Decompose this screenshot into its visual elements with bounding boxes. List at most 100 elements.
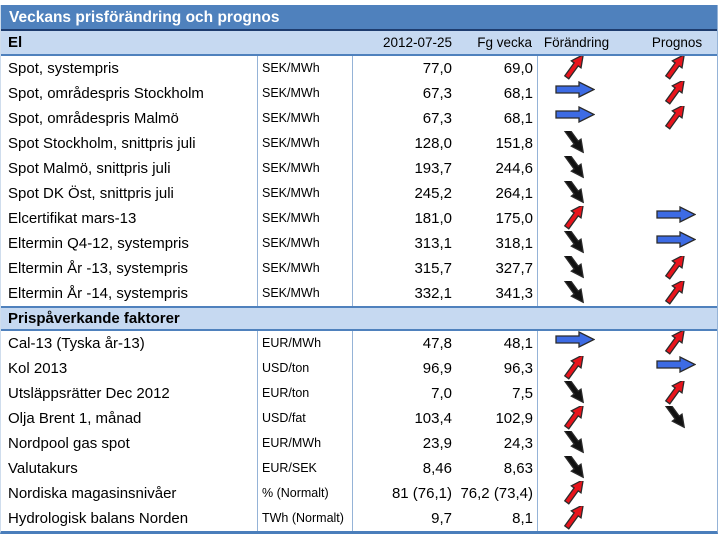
forecast-arrow-cell [629, 331, 717, 356]
row-name: Spot Stockholm, snittpris juli [1, 131, 258, 156]
row-previous-value: 341,3 [455, 281, 538, 306]
row-unit: SEK/MWh [258, 106, 353, 131]
change-arrow-cell [538, 456, 629, 481]
trend-up-arrow-icon [661, 281, 691, 306]
trend-down-arrow-icon [560, 281, 590, 306]
change-arrow-cell [538, 256, 629, 281]
row-unit: SEK/MWh [258, 56, 353, 81]
trend-down-arrow-icon [560, 381, 590, 406]
row-name: Spot Malmö, snittpris juli [1, 156, 258, 181]
section-header-el: El 2012-07-25 Fg vecka Förändring Progno… [1, 31, 717, 56]
trend-flat-arrow-icon [656, 356, 697, 381]
trend-down-arrow-icon [560, 156, 590, 181]
row-previous-value: 96,3 [455, 356, 538, 381]
trend-up-arrow-icon [560, 506, 590, 531]
row-previous-value: 264,1 [455, 181, 538, 206]
col-header-forecast: Prognos [651, 35, 703, 50]
row-unit: TWh (Normalt) [258, 506, 353, 531]
change-arrow-cell [538, 81, 629, 106]
table-row: Utsläppsrätter Dec 2012 EUR/ton 7,0 7,5 [1, 381, 717, 406]
row-unit: SEK/MWh [258, 256, 353, 281]
forecast-arrow-cell [629, 481, 717, 506]
trend-flat-arrow-icon [656, 206, 697, 231]
row-current-value: 181,0 [414, 210, 452, 227]
change-arrow-cell [538, 281, 629, 306]
section-rows-faktorer: Cal-13 (Tyska år-13) EUR/MWh 47,8 48,1 K… [1, 331, 717, 531]
row-unit: EUR/ton [258, 381, 353, 406]
forecast-arrow-cell [629, 356, 717, 381]
trend-down-arrow-icon [560, 231, 590, 256]
row-previous-value: 102,9 [455, 406, 538, 431]
row-previous-value: 175,0 [455, 206, 538, 231]
table-row: Spot Malmö, snittpris juli SEK/MWh 193,7… [1, 156, 717, 181]
row-unit: SEK/MWh [258, 231, 353, 256]
table-row: Cal-13 (Tyska år-13) EUR/MWh 47,8 48,1 [1, 331, 717, 356]
trend-up-arrow-icon [560, 56, 590, 81]
row-current-value: 8,46 [422, 460, 452, 477]
row-previous-value: 48,1 [455, 331, 538, 356]
forecast-arrow-cell [629, 281, 717, 306]
change-arrow-cell [538, 431, 629, 456]
forecast-arrow-cell [629, 256, 717, 281]
row-previous-value: 8,1 [455, 506, 538, 531]
forecast-arrow-cell [629, 56, 717, 81]
change-arrow-cell [538, 481, 629, 506]
table-row: Elcertifikat mars-13 SEK/MWh 181,0 175,0 [1, 206, 717, 231]
section-header-faktorer: Prispåverkande faktorer [1, 306, 717, 331]
forecast-arrow-cell [629, 456, 717, 481]
table-row: Eltermin Q4-12, systempris SEK/MWh 313,1… [1, 231, 717, 256]
row-previous-value: 244,6 [455, 156, 538, 181]
row-current-value: 193,7 [414, 160, 452, 177]
trend-up-arrow-icon [560, 481, 590, 506]
row-unit: SEK/MWh [258, 181, 353, 206]
forecast-arrow-cell [629, 81, 717, 106]
row-unit: EUR/MWh [258, 431, 353, 456]
row-previous-value: 151,8 [455, 131, 538, 156]
section-label-el: El [8, 34, 23, 51]
row-name: Eltermin Q4-12, systempris [1, 231, 258, 256]
row-unit: SEK/MWh [258, 131, 353, 156]
trend-up-arrow-icon [560, 406, 590, 431]
table-row: Eltermin År -13, systempris SEK/MWh 315,… [1, 256, 717, 281]
row-previous-value: 76,2 (73,4) [455, 481, 538, 506]
forecast-arrow-cell [629, 181, 717, 206]
row-current-value: 96,9 [422, 360, 452, 377]
table-row: Nordpool gas spot EUR/MWh 23,9 24,3 [1, 431, 717, 456]
change-arrow-cell [538, 331, 629, 356]
row-name: Valutakurs [1, 456, 258, 481]
table-row: Spot DK Öst, snittpris juli SEK/MWh 245,… [1, 181, 717, 206]
report-title-bar: Veckans prisförändring och prognos [1, 5, 717, 31]
row-current-value: 245,2 [414, 185, 452, 202]
trend-up-arrow-icon [661, 106, 691, 131]
trend-down-arrow-icon [560, 431, 590, 456]
section-label-faktorer: Prispåverkande faktorer [8, 310, 180, 327]
section-rows-el: Spot, systempris SEK/MWh 77,0 69,0 Spot,… [1, 56, 717, 306]
row-previous-value: 24,3 [455, 431, 538, 456]
row-current-value: 315,7 [414, 260, 452, 277]
row-previous-value: 68,1 [455, 81, 538, 106]
table-row: Olja Brent 1, månad USD/fat 103,4 102,9 [1, 406, 717, 431]
row-current-value: 67,3 [422, 110, 452, 127]
table-row: Spot, områdespris Malmö SEK/MWh 67,3 68,… [1, 106, 717, 131]
row-name: Kol 2013 [1, 356, 258, 381]
trend-up-arrow-icon [661, 81, 691, 106]
row-current-value: 9,7 [431, 510, 452, 527]
table-row: Nordiska magasinsnivåer % (Normalt) 81 (… [1, 481, 717, 506]
forecast-arrow-cell [629, 206, 717, 231]
row-previous-value: 8,63 [455, 456, 538, 481]
forecast-arrow-cell [629, 506, 717, 531]
row-name: Spot DK Öst, snittpris juli [1, 181, 258, 206]
row-current-value: 313,1 [414, 235, 452, 252]
trend-up-arrow-icon [661, 381, 691, 406]
row-current-value: 7,0 [431, 385, 452, 402]
row-name: Spot, områdespris Stockholm [1, 81, 258, 106]
row-name: Cal-13 (Tyska år-13) [1, 331, 258, 356]
table-row: Spot, systempris SEK/MWh 77,0 69,0 [1, 56, 717, 81]
row-name: Hydrologisk balans Norden [1, 506, 258, 531]
trend-down-arrow-icon [560, 131, 590, 156]
forecast-arrow-cell [629, 156, 717, 181]
row-unit: SEK/MWh [258, 156, 353, 181]
row-unit: SEK/MWh [258, 81, 353, 106]
col-header-prev-week: Fg vecka [477, 35, 532, 50]
